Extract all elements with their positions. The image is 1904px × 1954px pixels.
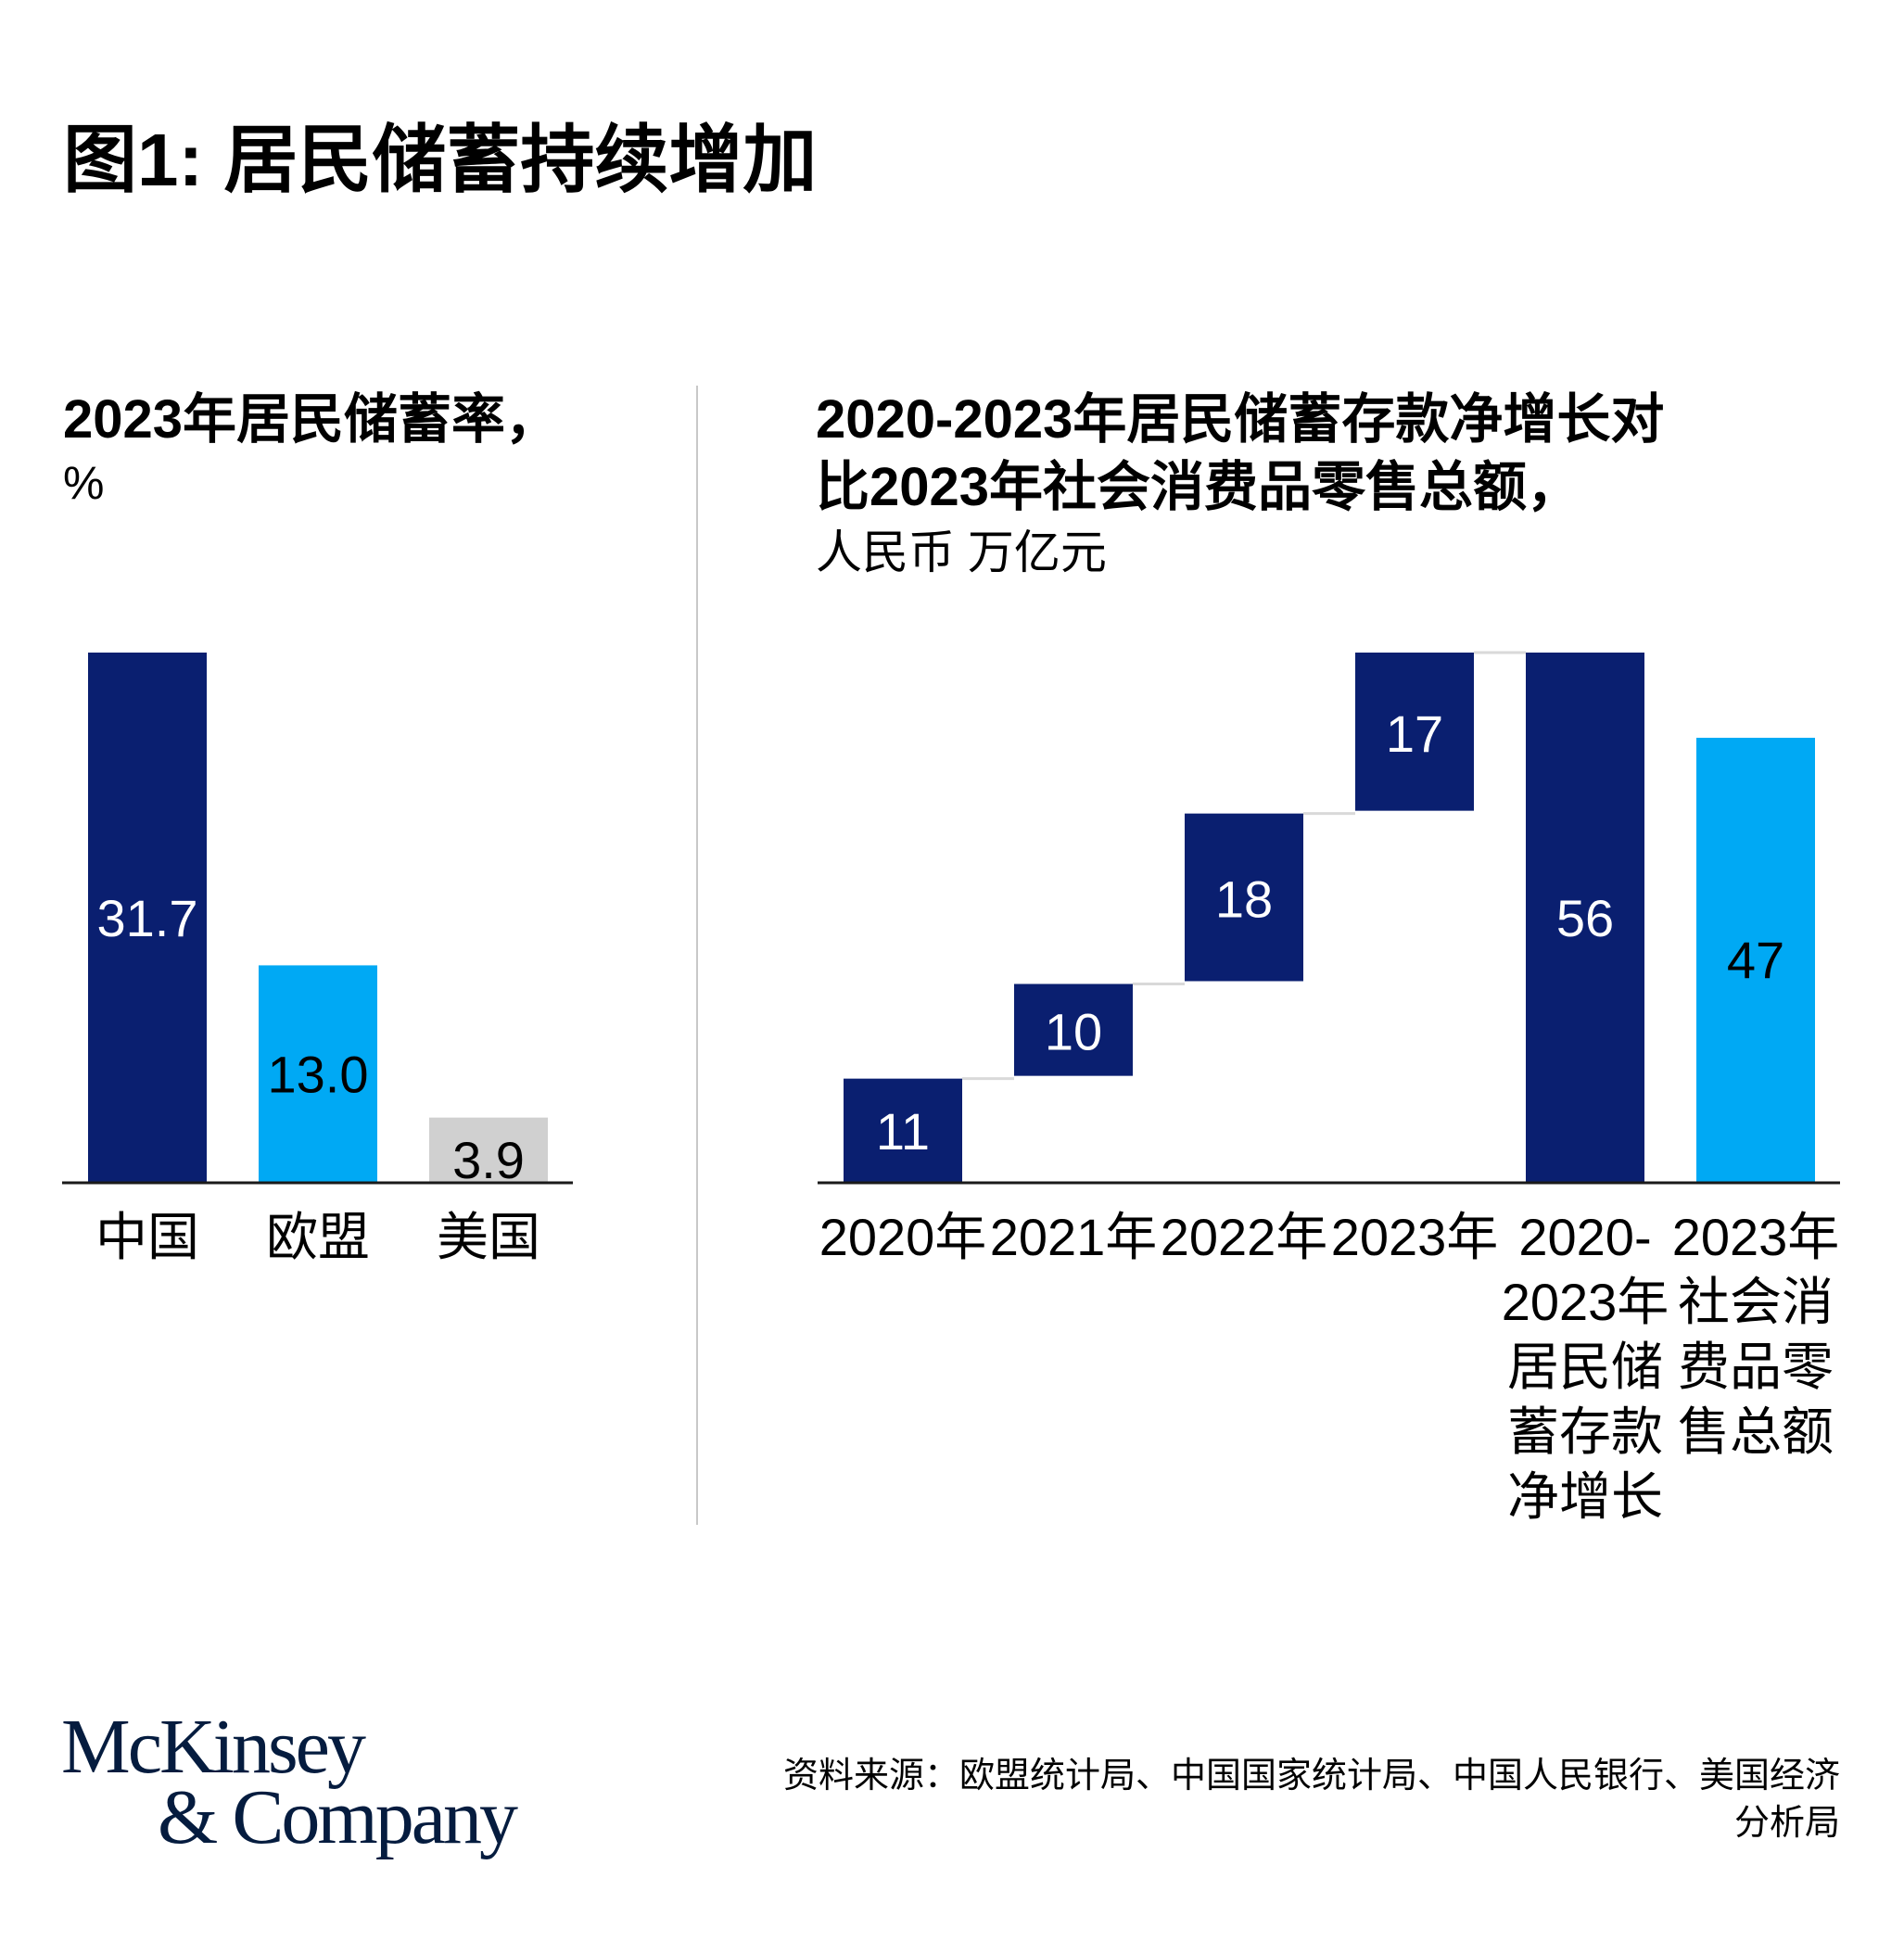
bar-5	[1526, 653, 1644, 1183]
category-label: 2023年	[1672, 1208, 1840, 1266]
category-label: 净增长	[1507, 1467, 1663, 1526]
bar-2	[259, 965, 377, 1183]
source-note-line-2: 分析局	[1734, 1804, 1840, 1843]
figure-title: 图1: 居民储蓄持续增加	[63, 119, 817, 201]
left-chart-title: 2023年居民储蓄率，	[63, 389, 559, 450]
category-label: 2022年	[1161, 1208, 1328, 1266]
data-label: 56	[1556, 889, 1614, 947]
data-label: 31.7	[97, 889, 198, 947]
right-chart-title-line-1: 2020-2023年居民储蓄存款净增长对	[816, 389, 1664, 450]
logo-line-1: McKinsey	[61, 1704, 366, 1790]
bar-1	[844, 1078, 962, 1183]
category-label: 售总额	[1678, 1402, 1834, 1461]
left-chart-unit: %	[63, 457, 104, 509]
bar-3	[1185, 813, 1303, 982]
category-label: 2023年	[1502, 1273, 1669, 1331]
category-label: 蓄存款	[1507, 1402, 1663, 1461]
category-label: 中国	[95, 1208, 199, 1266]
category-label: 2023年	[1331, 1208, 1499, 1266]
source-note-line-1: 资料来源：欧盟统计局、中国国家统计局、中国人民银行、美国经济	[783, 1757, 1840, 1795]
data-label: 17	[1386, 704, 1443, 763]
mckinsey-logo: McKinsey & Company	[61, 1704, 521, 1860]
category-label: 社会消	[1678, 1273, 1834, 1331]
right-chart-unit: 人民币 万亿元	[816, 527, 1107, 578]
bar-4	[1355, 653, 1474, 811]
bar-2	[1014, 983, 1133, 1076]
data-label: 13.0	[268, 1046, 369, 1104]
bar-3	[429, 1117, 548, 1183]
category-label: 2020-	[1518, 1208, 1651, 1266]
category-label: 2021年	[990, 1208, 1158, 1266]
category-label: 2020年	[819, 1208, 987, 1266]
data-label: 11	[876, 1102, 930, 1161]
logo-line-2: & Company	[158, 1774, 518, 1860]
right-chart-title-line-2: 比2023年社会消费品零售总额，	[816, 457, 1580, 517]
category-label: 欧盟	[266, 1208, 370, 1266]
category-label: 居民储	[1507, 1338, 1663, 1396]
category-label: 费品零	[1678, 1338, 1834, 1396]
right-chart: 2020-2023年居民储蓄存款净增长对 比2023年社会消费品零售总额， 人民…	[816, 389, 1840, 1526]
data-label: 10	[1045, 1003, 1102, 1061]
category-label: 美国	[437, 1208, 540, 1266]
left-chart: 2023年居民储蓄率， % 31.7 中国 13.0 欧盟 3.9 美国	[62, 389, 573, 1266]
data-label: 3.9	[452, 1131, 525, 1189]
data-label: 18	[1215, 870, 1273, 929]
data-label: 47	[1727, 931, 1784, 989]
bar-1	[88, 653, 207, 1183]
bar-6	[1696, 737, 1815, 1183]
